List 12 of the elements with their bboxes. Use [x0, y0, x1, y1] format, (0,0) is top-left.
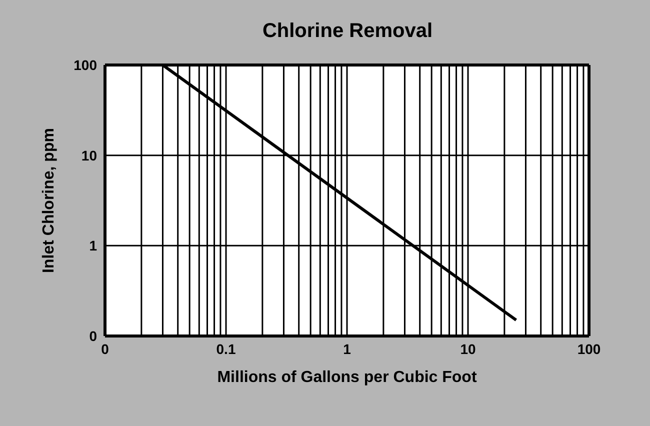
x-axis-title: Millions of Gallons per Cubic Foot [217, 369, 478, 386]
y-axis-title: Inlet Chlorine, ppm [40, 128, 58, 273]
y-tick-label: 1 [89, 238, 98, 254]
x-tick-label: 1 [343, 340, 352, 357]
chart-title: Chlorine Removal [261, 20, 434, 43]
y-tick-label: 10 [81, 147, 98, 164]
x-tick-label: 100 [577, 340, 601, 357]
x-tick-label: 0 [101, 340, 110, 357]
x-tick-label: 10 [460, 340, 476, 357]
y-tick-label: 0 [89, 328, 98, 344]
y-tick-label: 100 [74, 56, 98, 73]
x-tick-label: 0.1 [216, 340, 236, 357]
